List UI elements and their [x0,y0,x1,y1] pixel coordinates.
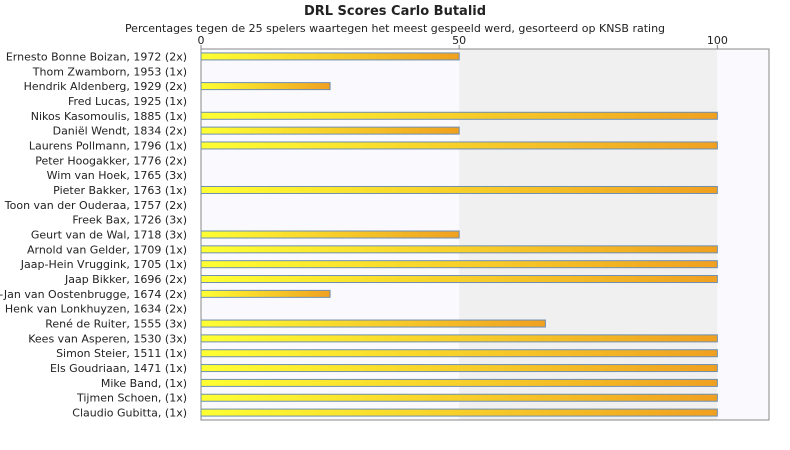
y-tick-label: Els Goudriaan, 1471 (1x) [50,362,187,375]
y-tick-label: René de Ruiter, 1555 (3x) [45,318,187,331]
bar-series [200,52,718,417]
bar [200,245,718,254]
bar [200,111,718,120]
y-tick-label: Freek Bax, 1726 (3x) [72,214,187,227]
y-tick-label: Simon Steier, 1511 (1x) [56,347,187,360]
bar [200,275,718,284]
y-tick-label: Jaap Bikker, 1696 (2x) [64,273,187,286]
bar [200,260,718,269]
y-tick-label: Hendrik Aldenberg, 1929 (2x) [24,80,187,93]
bar [200,334,718,343]
y-tick-label: Wim van Hoek, 1765 (3x) [47,169,187,182]
y-tick-label: Tijmen Schoen, (1x) [76,392,187,405]
y-tick-label: Kees van Asperen, 1530 (3x) [28,332,187,345]
bar [200,378,718,387]
y-tick-label: Gert-Jan van Oostenbrugge, 1674 (2x) [0,288,187,301]
y-tick-label: Arnold van Gelder, 1709 (1x) [27,243,187,256]
bar [200,364,718,373]
x-tick-label: 100 [707,34,728,47]
plot-band [459,49,718,420]
bar [200,185,718,194]
bar [200,230,460,239]
y-tick-label: Nikos Kasomoulis, 1885 (1x) [31,110,187,123]
bar [200,408,718,417]
chart-title: DRL Scores Carlo Butalid [303,4,487,19]
y-tick-label: Jaap-Hein Vruggink, 1705 (1x) [20,258,187,271]
y-tick-label: Geurt van de Wal, 1718 (3x) [31,229,187,242]
bar [200,289,331,298]
y-tick-label: Ernesto Bonne Boizan, 1972 (2x) [6,50,187,63]
y-tick-label: Toon van der Ouderaa, 1757 (2x) [4,199,187,212]
x-tick-label: 50 [452,34,466,47]
y-tick-label: Peter Hoogakker, 1776 (2x) [35,154,187,167]
x-tick-label: 0 [198,34,205,47]
y-tick-label: Pieter Bakker, 1763 (1x) [53,184,187,197]
chart-subtitle: Percentages tegen de 25 spelers waartege… [124,22,666,35]
y-axis: Ernesto Bonne Boizan, 1972 (2x) Thom Zwam… [0,50,187,419]
bar [200,52,460,61]
x-axis: 0 50 100 [198,34,728,49]
y-tick-label: Laurens Pollmann, 1796 (1x) [29,139,187,152]
y-tick-label: Fred Lucas, 1925 (1x) [68,95,187,108]
plot-band [717,49,769,420]
bar [200,82,331,91]
bar [200,141,718,150]
bar [200,393,718,402]
bar [200,126,460,135]
bar [200,319,546,328]
bar [200,349,718,358]
y-tick-label: Claudio Gubitta, (1x) [72,407,187,420]
y-tick-label: Henk van Lonkhuyzen, 1634 (2x) [5,303,187,316]
y-tick-label: Thom Zwamborn, 1953 (1x) [32,65,187,78]
y-tick-label: Mike Band, (1x) [101,377,187,390]
y-tick-label: Daniël Wendt, 1834 (2x) [53,125,187,138]
